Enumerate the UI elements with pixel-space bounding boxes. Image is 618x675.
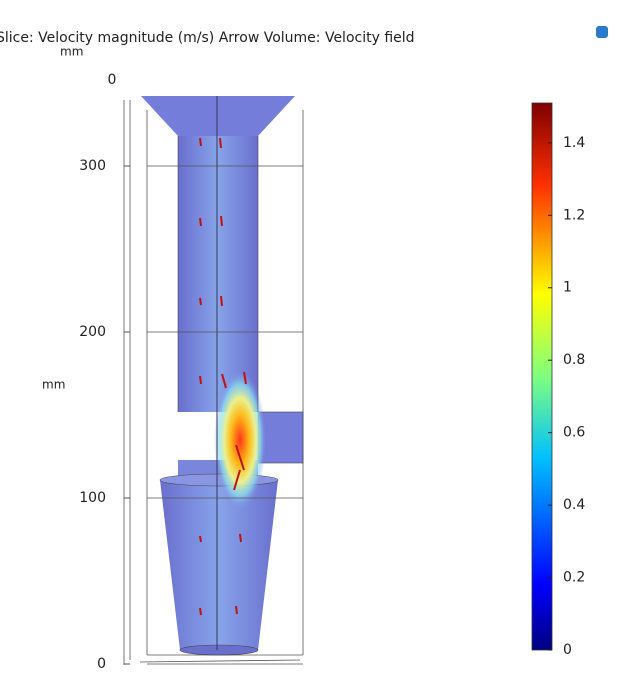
colorbar-tick-label: 1.4 (563, 135, 585, 151)
colorbar-tick-label: 0 (563, 642, 572, 658)
colorbar-tick-label: 1.2 (563, 207, 585, 223)
colorbar-tick-label: 0.6 (563, 425, 585, 441)
plot-window: Slice: Velocity magnitude (m/s) Arrow Vo… (0, 0, 618, 675)
toolbar-icon[interactable] (596, 26, 608, 38)
colorbar-tick-label: 1 (563, 280, 572, 296)
axis-tick-label: 0 (97, 656, 106, 672)
axis-tick-label: 200 (79, 324, 106, 340)
top-tick-label: 0 (108, 72, 117, 88)
colorbar-tick-label: 0.2 (563, 570, 585, 586)
colorbar-tick-label: 0.4 (563, 497, 585, 513)
axis-tick-label: 300 (79, 158, 106, 174)
colorbar-tick-label: 0.8 (563, 352, 585, 368)
colorbar (532, 103, 552, 650)
axis-tick-label: 100 (79, 490, 106, 506)
axis-label-top: mm (60, 45, 83, 59)
axis-label: mm (42, 378, 65, 392)
